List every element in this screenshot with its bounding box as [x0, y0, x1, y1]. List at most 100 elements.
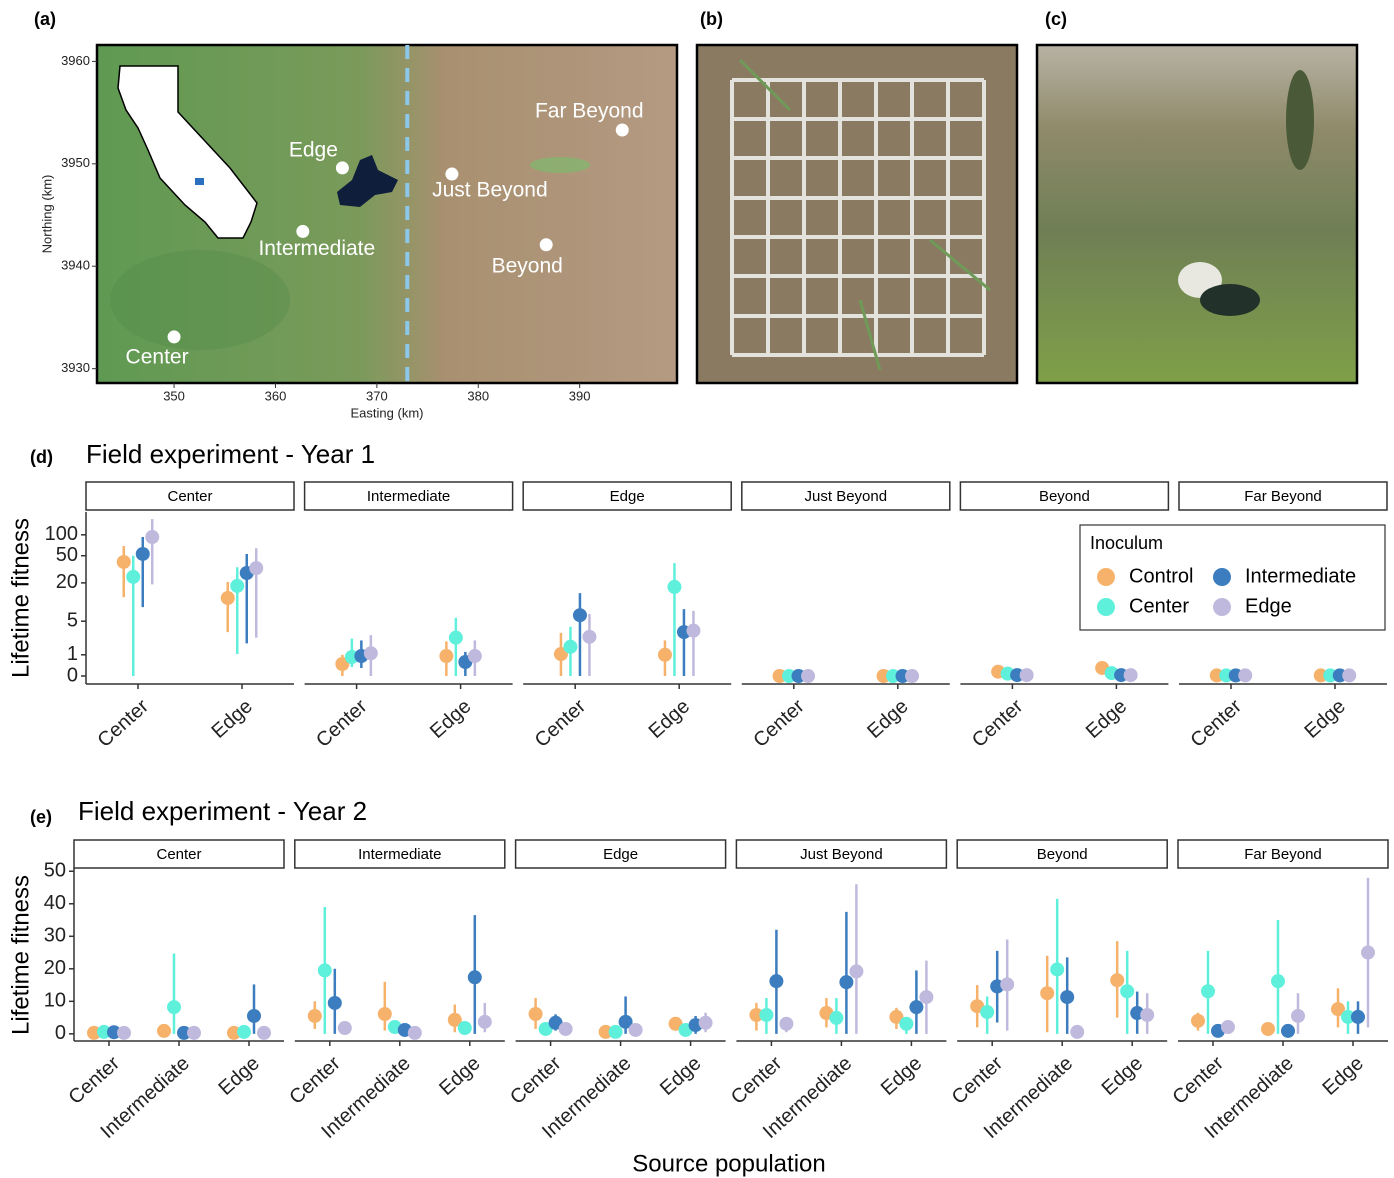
site-label: Center	[126, 345, 189, 368]
legend-swatch	[1097, 598, 1115, 616]
panel-label: (c)	[1045, 9, 1067, 29]
point	[1050, 962, 1064, 976]
point	[1020, 668, 1034, 682]
legend-label: Intermediate	[1245, 565, 1356, 587]
y-tick-label: 3950	[61, 155, 90, 170]
point	[829, 1011, 843, 1025]
point	[458, 1021, 472, 1035]
point	[629, 1023, 643, 1037]
x-tick-label: Center	[749, 695, 809, 752]
facet-title: Far Beyond	[1244, 488, 1322, 505]
point	[1060, 990, 1074, 1004]
facet-title: Intermediate	[358, 846, 441, 863]
y-tick-label: 3960	[61, 53, 90, 68]
point	[1140, 1008, 1154, 1022]
y-tick-label: 10	[44, 990, 66, 1012]
point	[1291, 1009, 1305, 1023]
photo-quadrat	[697, 45, 1017, 383]
y-axis-label: Lifetime fitness	[7, 875, 34, 1035]
y-tick-label: 20	[44, 957, 66, 979]
point	[909, 1000, 923, 1014]
x-tick-label: Edge	[207, 695, 256, 743]
point	[126, 570, 140, 584]
point	[145, 530, 159, 544]
vegetation	[110, 250, 290, 350]
x-tick-label: Center	[312, 695, 372, 752]
panel-label: (d)	[30, 447, 53, 467]
y-tick-label: 1	[67, 643, 78, 665]
x-tick-label: Center	[65, 1052, 125, 1109]
x-tick-label: Center	[948, 1052, 1008, 1109]
x-axis-label: Easting (km)	[351, 405, 424, 420]
point	[237, 1025, 251, 1039]
point	[230, 579, 244, 593]
tree	[1286, 70, 1314, 170]
y-tick-label: 50	[44, 860, 66, 882]
x-tick-label: Center	[94, 695, 154, 752]
point	[559, 1022, 573, 1036]
point	[136, 547, 150, 561]
x-tick-label: Edge	[1098, 1052, 1147, 1100]
y-axis-label: Northing (km)	[39, 175, 54, 254]
y-axis-label: Lifetime fitness	[7, 518, 34, 678]
site-point	[540, 238, 553, 251]
x-tick-label: Center	[285, 1052, 345, 1109]
point	[439, 649, 453, 663]
point	[667, 580, 681, 594]
site-label: Edge	[289, 138, 338, 161]
point	[1281, 1024, 1295, 1038]
study-area-marker	[195, 178, 204, 185]
x-tick-label: 360	[265, 388, 287, 403]
point	[187, 1026, 201, 1040]
facet-title: Beyond	[1037, 846, 1088, 863]
legend-swatch	[1097, 568, 1115, 586]
x-tick-label: Edge	[1318, 1052, 1367, 1100]
y-tick-label: 100	[45, 523, 78, 545]
point	[1124, 668, 1138, 682]
point	[905, 669, 919, 683]
point	[801, 669, 815, 683]
figure: (b)(c)(a)3503603703803903930394039503960…	[0, 0, 1394, 1178]
point	[839, 975, 853, 989]
site-point	[336, 161, 349, 174]
legend-label: Center	[1129, 595, 1189, 617]
legend-title: Inoculum	[1090, 533, 1163, 553]
point	[658, 648, 672, 662]
facet-title: Just Beyond	[800, 846, 883, 863]
x-tick-label: Center	[1169, 1052, 1229, 1109]
y-tick-label: 3930	[61, 360, 90, 375]
x-tick-label: Edge	[645, 695, 694, 743]
point	[318, 963, 332, 977]
site-point	[168, 330, 181, 343]
panel-label: (e)	[30, 807, 52, 827]
legend-label: Control	[1129, 565, 1193, 587]
facet-title: Beyond	[1039, 488, 1090, 505]
point	[686, 624, 700, 638]
point	[1120, 984, 1134, 998]
point	[1191, 1014, 1205, 1028]
x-tick-label: Edge	[426, 695, 475, 743]
point	[1238, 668, 1252, 682]
x-tick-label: Center	[506, 1052, 566, 1109]
point	[1342, 668, 1356, 682]
chart-title: Field experiment - Year 1	[86, 439, 375, 469]
point	[1070, 1025, 1084, 1039]
point	[157, 1024, 171, 1038]
point	[609, 1025, 623, 1039]
x-tick-label: Center	[727, 1052, 787, 1109]
point	[117, 1026, 131, 1040]
site-point	[616, 124, 629, 137]
point	[308, 1009, 322, 1023]
point	[563, 640, 577, 654]
point	[980, 1005, 994, 1019]
point	[1361, 946, 1375, 960]
point	[449, 631, 463, 645]
point	[1040, 986, 1054, 1000]
x-tick-label: 350	[163, 388, 185, 403]
x-axis-label: Source population	[632, 1150, 825, 1177]
point	[1201, 984, 1215, 998]
chart-title: Field experiment - Year 2	[78, 796, 367, 826]
point	[1221, 1020, 1235, 1034]
x-tick-label: Edge	[863, 695, 912, 743]
facet-title: Center	[156, 846, 201, 863]
